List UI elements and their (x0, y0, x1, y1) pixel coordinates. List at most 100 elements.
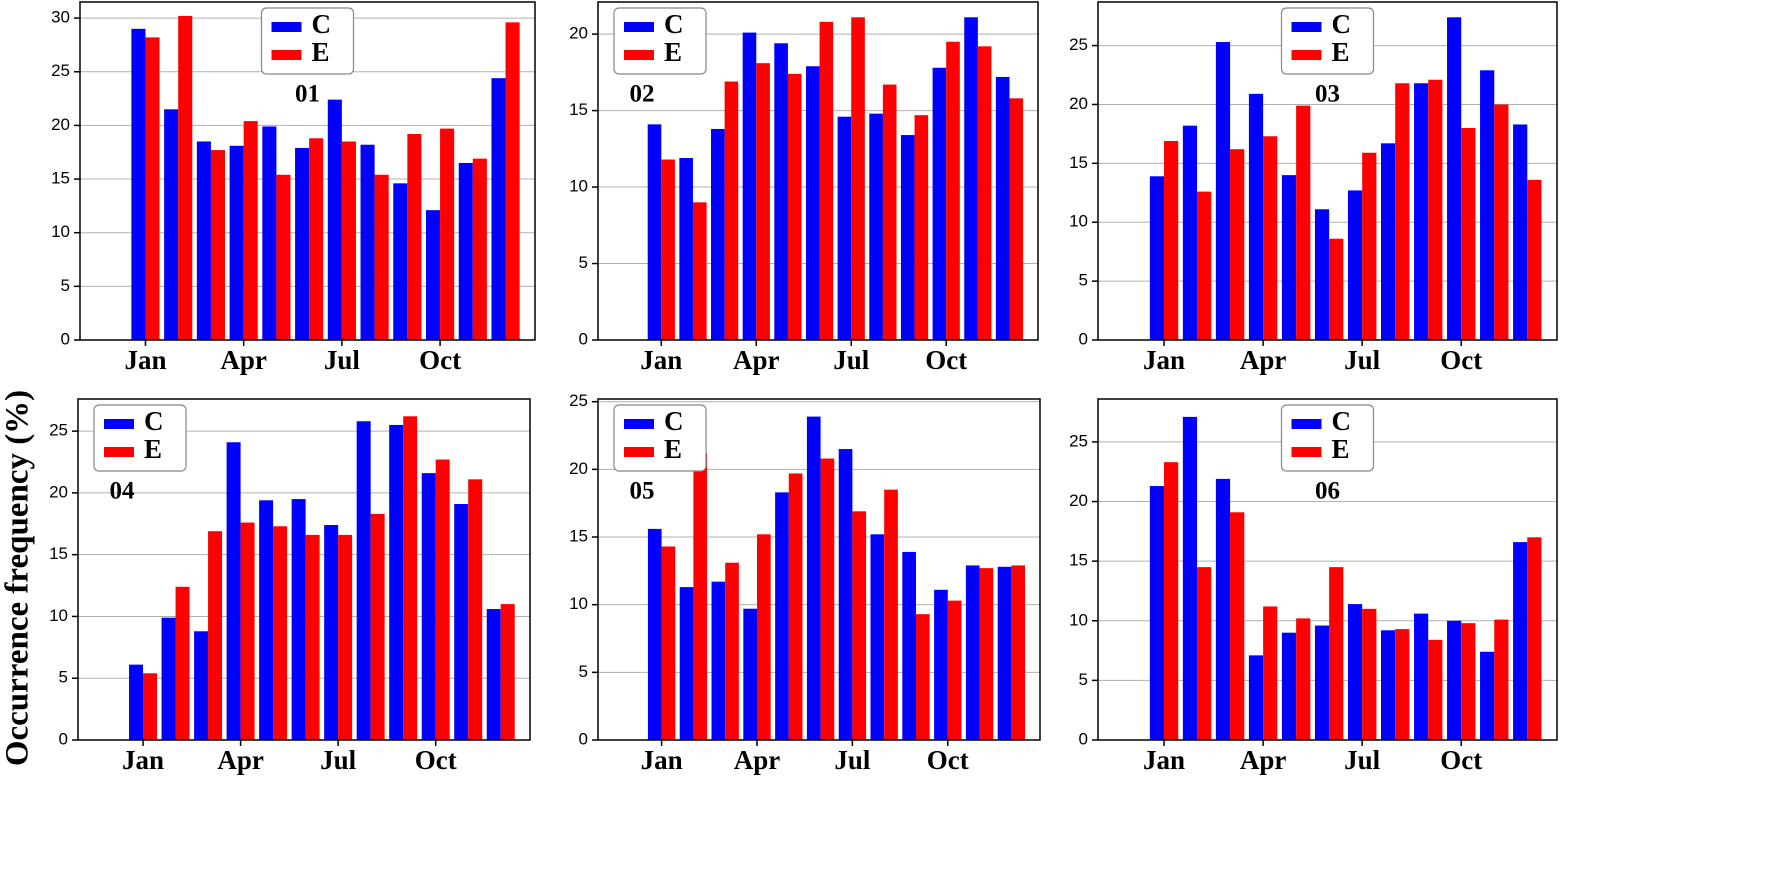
bar (820, 458, 835, 740)
bar (788, 473, 803, 740)
y-tick-label: 20 (49, 482, 68, 501)
subplot: 0 5 10 15 20 Jan Apr Jul Oct CE 02 (569, 1, 1039, 375)
bar (838, 449, 853, 740)
bar (1248, 93, 1264, 340)
legend-label: C (312, 9, 332, 39)
plot-frame (1097, 398, 1558, 741)
x-tick-label: Jul (833, 345, 870, 375)
plot-frame (597, 1, 1039, 341)
bar (1513, 124, 1528, 340)
x-tick-label: Apr (733, 345, 780, 375)
legend-label: C (1332, 406, 1352, 436)
bar (852, 511, 867, 740)
bar (468, 479, 483, 740)
bar (259, 500, 274, 740)
bar (1215, 478, 1231, 740)
legend-frame (1280, 7, 1375, 75)
x-tick-label: Apr (1240, 745, 1287, 775)
legend-swatch (624, 447, 654, 457)
bar (374, 174, 389, 340)
bar (393, 183, 408, 340)
bar (964, 17, 978, 340)
plot-frame (597, 398, 1041, 741)
y-tick-label: 10 (51, 222, 70, 241)
bar (900, 135, 915, 340)
y-tick-label: 20 (1069, 94, 1088, 113)
bar (725, 562, 739, 740)
bar (403, 416, 418, 740)
x-tick-label: Oct (1440, 745, 1482, 775)
bar (194, 631, 209, 740)
bar (902, 551, 916, 740)
bar (1296, 618, 1311, 740)
bar (932, 67, 947, 340)
bar (276, 174, 291, 340)
bar (979, 568, 994, 740)
bar (1314, 625, 1330, 740)
bar (1480, 651, 1495, 740)
y-tick-label: 25 (49, 421, 68, 440)
plot-frame (77, 398, 531, 741)
bar (1414, 83, 1429, 340)
y-tick-label: 5 (1079, 271, 1088, 290)
bar (1182, 125, 1198, 340)
bar (806, 416, 821, 740)
x-tick-label: Oct (415, 745, 457, 775)
bar (1329, 567, 1344, 740)
bar (338, 534, 353, 740)
bar (143, 673, 158, 740)
bar (295, 147, 310, 340)
y-tick-label: 5 (1079, 670, 1088, 689)
y-tick-label: 15 (49, 544, 68, 563)
bar (995, 76, 1010, 341)
x-tick-label: Oct (419, 345, 461, 375)
bar (661, 159, 675, 340)
bar (756, 63, 770, 340)
bar (1395, 83, 1410, 340)
bar (774, 43, 788, 340)
bar (1182, 416, 1198, 740)
legend-label: E (664, 434, 682, 464)
y-tick-label: 10 (569, 594, 588, 613)
y-tick-label: 20 (51, 115, 70, 134)
bar (1230, 512, 1245, 740)
bar (440, 128, 455, 340)
plot-frame (79, 1, 536, 341)
bar (129, 664, 144, 740)
x-tick-label: Oct (925, 345, 967, 375)
x-tick-label: Jan (640, 345, 682, 375)
bar (775, 492, 789, 740)
legend-swatch (104, 447, 134, 457)
y-tick-label: 5 (579, 253, 588, 272)
bar (458, 162, 473, 340)
legend-swatch (1291, 22, 1322, 32)
bar (997, 566, 1012, 740)
bar (243, 121, 258, 340)
bar (742, 32, 757, 341)
subplot: 0 5 10 15 20 25 Jan Apr Jul Oct CE 06 (1069, 398, 1558, 775)
bar (805, 66, 820, 340)
bar (145, 37, 160, 341)
bar (1428, 79, 1443, 341)
x-tick-label: Jul (1344, 745, 1381, 775)
y-tick-label: 25 (1069, 431, 1088, 450)
bar (370, 513, 385, 740)
bar (486, 609, 501, 740)
bar (869, 113, 883, 340)
bar (360, 144, 375, 340)
y-tick-label: 25 (1069, 35, 1088, 54)
bar (500, 604, 515, 740)
bar (914, 115, 929, 340)
bar (884, 489, 898, 740)
legend-label: C (1332, 9, 1352, 39)
bar (164, 109, 179, 340)
bar (679, 587, 694, 740)
y-axis-label: Occurrence frequency (%) (0, 390, 36, 766)
y-tick-label: 5 (579, 662, 588, 681)
bar (291, 499, 306, 740)
y-tick-label: 5 (61, 276, 70, 295)
bar (1149, 486, 1165, 740)
y-tick-label: 10 (1069, 610, 1088, 629)
y-tick-label: 0 (1079, 329, 1088, 348)
